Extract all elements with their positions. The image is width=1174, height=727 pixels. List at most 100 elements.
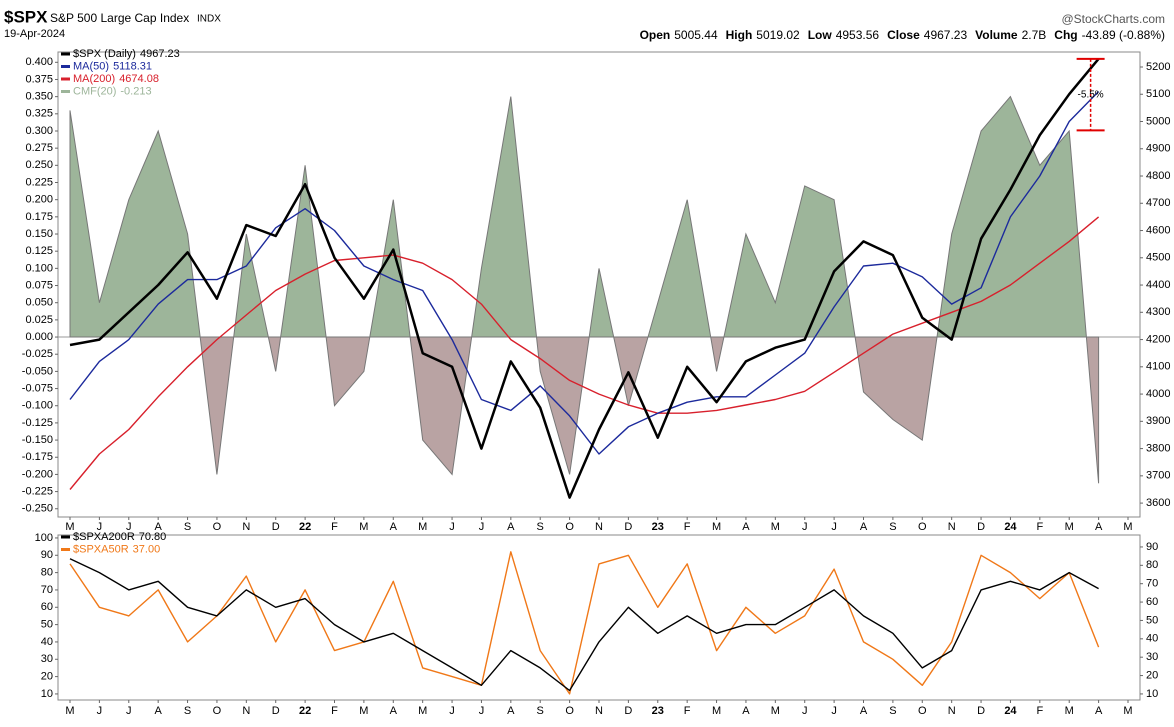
- y-tick-label: 50: [41, 619, 53, 631]
- y-tick-label: -0.100: [22, 400, 53, 412]
- y-tick-label: 70: [41, 584, 53, 596]
- legend-swatch: [61, 535, 70, 539]
- x-tick-label: M: [771, 521, 780, 533]
- quote-label: Chg: [1054, 28, 1077, 42]
- legend-entry: MA(50) 5118.31: [73, 60, 152, 72]
- x-tick-label: S: [889, 705, 896, 717]
- quote-value: 5019.02: [756, 28, 800, 42]
- legend-swatch: [61, 52, 70, 56]
- quote-value: 5005.44: [674, 28, 718, 42]
- x-tick-label: J: [831, 705, 837, 717]
- legend-entry: MA(200) 4674.08: [73, 73, 159, 85]
- legend-name: CMF(20): [73, 85, 116, 97]
- x-tick-label: D: [272, 521, 280, 533]
- y-tick-label: 0.025: [25, 314, 53, 326]
- legend-swatch: [61, 65, 70, 68]
- y-tick-label: 0.150: [25, 228, 53, 240]
- y2-tick-label: 5200: [1146, 61, 1170, 73]
- legend-name: $SPX (Daily): [73, 48, 136, 60]
- y2-tick-label: 4300: [1146, 306, 1170, 318]
- chart-title: $SPX: [4, 7, 48, 26]
- series-line: [69, 91, 1100, 455]
- y-tick-label: -0.125: [22, 417, 53, 429]
- exchange: INDX: [197, 14, 221, 25]
- x-tick-label: N: [948, 705, 956, 717]
- y-tick-label: 0.375: [25, 73, 53, 85]
- y2-tick-label: 3700: [1146, 470, 1170, 482]
- y-tick-label: 0.175: [25, 211, 53, 223]
- x-tick-label: J: [831, 521, 837, 533]
- y-tick-label: 0.000: [25, 331, 53, 343]
- x-tick-label: 24: [1004, 521, 1017, 533]
- cmf-area: [69, 95, 1100, 484]
- y2-tick-label: 50: [1146, 614, 1158, 626]
- x-tick-label: O: [565, 521, 574, 533]
- x-tick-label: D: [977, 705, 985, 717]
- y2-tick-label: 4100: [1146, 361, 1170, 373]
- x-tick-label: M: [418, 521, 427, 533]
- x-tick-label: A: [860, 521, 868, 533]
- x-tick-label: M: [1065, 521, 1074, 533]
- y-tick-label: 0.050: [25, 297, 53, 309]
- y2-tick-label: 4600: [1146, 224, 1170, 236]
- y-tick-label: 0.225: [25, 176, 53, 188]
- y2-tick-label: 80: [1146, 559, 1158, 571]
- y2-tick-label: 3600: [1146, 497, 1170, 509]
- x-tick-label: D: [977, 521, 985, 533]
- x-tick-label: J: [479, 705, 485, 717]
- x-tick-label: J: [449, 705, 455, 717]
- x-tick-label: O: [918, 705, 927, 717]
- x-tick-label: F: [1036, 705, 1043, 717]
- legend-entry: $SPXA50R 37.00: [73, 543, 160, 555]
- legend-name: $SPXA200R: [73, 531, 135, 543]
- y-tick-label: 0.075: [25, 279, 53, 291]
- y-tick-label: 0.350: [25, 91, 53, 103]
- x-tick-label: O: [565, 705, 574, 717]
- x-tick-label: J: [126, 521, 132, 533]
- y2-tick-label: 5000: [1146, 115, 1170, 127]
- x-tick-label: S: [184, 521, 191, 533]
- y2-tick-label: 90: [1146, 541, 1158, 553]
- x-tick-label: A: [154, 521, 162, 533]
- x-tick-label: A: [860, 705, 868, 717]
- series-line: [69, 58, 1100, 499]
- x-tick-label: J: [97, 521, 103, 533]
- y2-tick-label: 4000: [1146, 388, 1170, 400]
- x-tick-label: F: [1036, 521, 1043, 533]
- chart-subtitle: S&P 500 Large Cap Index: [50, 11, 189, 25]
- legend-name: MA(200): [73, 73, 115, 85]
- x-tick-label: M: [1123, 521, 1132, 533]
- x-tick-label: M: [712, 705, 721, 717]
- quote-label: Volume: [975, 28, 1018, 42]
- x-tick-label: A: [742, 705, 750, 717]
- x-tick-label: N: [242, 521, 250, 533]
- y-tick-label: 0.300: [25, 125, 53, 137]
- x-tick-label: A: [1095, 521, 1103, 533]
- legend-value: 4967.23: [140, 48, 180, 60]
- y-tick-label: -0.050: [22, 365, 53, 377]
- y-tick-label: 90: [41, 549, 53, 561]
- y2-tick-label: 4400: [1146, 279, 1170, 291]
- x-tick-label: S: [889, 521, 896, 533]
- x-tick-label: N: [948, 521, 956, 533]
- x-tick-label: S: [537, 521, 544, 533]
- x-tick-label: O: [213, 521, 222, 533]
- x-tick-label: O: [918, 521, 927, 533]
- legend-swatch: [61, 90, 70, 93]
- x-tick-label: A: [507, 705, 515, 717]
- y-tick-label: 100: [35, 532, 53, 544]
- y-tick-label: 60: [41, 601, 53, 613]
- x-tick-label: A: [390, 521, 398, 533]
- source: @StockCharts.com: [1061, 12, 1165, 26]
- y-tick-label: -0.225: [22, 485, 53, 497]
- y2-tick-label: 4500: [1146, 252, 1170, 264]
- y2-tick-label: 4900: [1146, 143, 1170, 155]
- x-tick-label: S: [537, 705, 544, 717]
- y2-tick-label: 4200: [1146, 333, 1170, 345]
- y-tick-label: -0.250: [22, 503, 53, 515]
- x-tick-label: M: [1065, 705, 1074, 717]
- y2-tick-label: 70: [1146, 578, 1158, 590]
- quote-value: 4967.23: [924, 28, 968, 42]
- y-tick-label: -0.175: [22, 451, 53, 463]
